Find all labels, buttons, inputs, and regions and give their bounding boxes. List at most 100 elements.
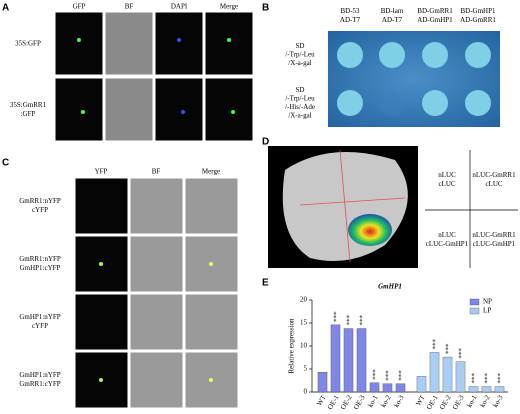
x-tick-label: ko-2	[379, 393, 393, 409]
legend-swatch	[469, 307, 480, 315]
micrograph	[74, 177, 129, 235]
label-line: cLUC	[485, 180, 502, 188]
bar	[382, 383, 393, 393]
significance: ***	[385, 370, 393, 381]
signal-spot	[209, 378, 213, 382]
yeast-colony	[337, 90, 363, 116]
x-tick-label: OE-2	[438, 393, 453, 411]
significance: ***	[458, 348, 466, 359]
label-line: cYFP	[32, 322, 48, 330]
x-tick-label: OE-3	[451, 393, 466, 411]
yeast-colony	[337, 42, 363, 68]
signal-spot	[177, 38, 181, 42]
bar	[416, 376, 427, 393]
yeast-colony	[465, 42, 491, 68]
significance: ***	[484, 372, 492, 383]
label-line: AD-GmHP1	[417, 16, 453, 24]
yeast-colony	[422, 90, 448, 116]
micrograph	[129, 293, 184, 351]
label-line: GmRR1:nYFP	[19, 197, 61, 205]
column-header: BF	[125, 3, 134, 11]
yeast-colony	[379, 42, 405, 68]
label-line: 35S:GmRR1	[10, 101, 47, 109]
significance: ***	[359, 315, 367, 326]
label-line: BD-GmRR1	[417, 7, 453, 15]
column-header: Merge	[202, 168, 220, 176]
label-line: AD-T7	[382, 16, 403, 24]
signal-spot	[99, 262, 103, 266]
signal-spot	[81, 110, 85, 114]
micrograph	[54, 77, 104, 142]
column-header: YFP	[95, 168, 108, 176]
signal-spot	[209, 262, 213, 266]
bar	[494, 386, 505, 393]
bar	[455, 361, 466, 393]
label-line: nLUC-GmRR1	[472, 231, 516, 239]
label-line: /-Trp/-Leu	[285, 51, 315, 59]
label-line: :GFP	[21, 110, 36, 118]
bar	[343, 328, 354, 393]
signal-spot	[181, 110, 185, 114]
micrograph	[74, 293, 129, 351]
label-line: /X-a-gal	[288, 59, 311, 67]
column-header: BF	[152, 168, 161, 176]
panel-label: C	[2, 158, 9, 169]
micrograph	[129, 177, 184, 235]
quad-line	[299, 197, 406, 206]
label-line: cLUC	[438, 180, 455, 188]
yeast-colony	[379, 90, 405, 116]
quad-line	[339, 149, 351, 263]
signal-spot	[231, 110, 235, 114]
x-tick-label: ko-2	[478, 393, 492, 409]
label-line: GmRR1:cYFP	[19, 380, 60, 388]
panel-label: E	[262, 278, 269, 289]
label-line: nLUC-GmRR1	[472, 171, 516, 179]
bar	[429, 352, 440, 393]
y-tick-label: 15	[300, 319, 308, 327]
bar	[481, 386, 492, 393]
x-tick-label: ko-1	[465, 393, 479, 409]
label-line: cLUC-GmHP1	[473, 240, 516, 248]
y-tick-label: 10	[300, 342, 308, 350]
label-line: GmHP1:nYFP	[19, 313, 60, 321]
label-line: AD-T7	[340, 16, 361, 24]
label-line: GmHP1:cYFP	[20, 264, 61, 272]
significance: ***	[445, 343, 453, 354]
y-tick-label: 20	[300, 296, 308, 304]
label-line: BD-GmHP1	[460, 7, 496, 15]
significance: ***	[432, 338, 440, 349]
bar	[356, 328, 367, 393]
column-header: DAPI	[171, 3, 188, 11]
label-line: /X-a-gal	[288, 111, 311, 119]
label-line: nLUC	[438, 171, 456, 179]
signal-spot	[99, 378, 103, 382]
label-line: /-Trp/-Leu	[285, 94, 315, 102]
legend-label: LP	[483, 307, 491, 315]
micrograph	[129, 235, 184, 293]
signal-spot	[227, 38, 231, 42]
label-line: cYFP	[32, 206, 48, 214]
panel-label: B	[262, 3, 269, 14]
label-line: GmHP1:nYFP	[19, 371, 60, 379]
x-tick-label: OE-2	[339, 393, 354, 411]
micrograph	[104, 11, 154, 76]
significance: ***	[372, 369, 380, 380]
x-tick-label: ko-3	[392, 393, 406, 409]
bar	[317, 372, 328, 393]
y-tick-label: 5	[304, 365, 308, 373]
label-line: GmRR1:nYFP	[19, 255, 61, 263]
label-line: SD	[296, 42, 305, 50]
micrograph	[54, 11, 104, 76]
signal-spot	[77, 38, 81, 42]
label-line: BD-lam	[381, 7, 404, 15]
micrograph	[154, 77, 204, 142]
micrograph	[204, 77, 254, 142]
column-header: Merge	[220, 3, 238, 11]
significance: ***	[398, 370, 406, 381]
label-line: SD	[296, 86, 305, 94]
significance: ***	[497, 372, 505, 383]
x-tick-label: OE-1	[425, 393, 440, 411]
label-line: nLUC	[438, 231, 456, 239]
x-tick-label: OE-1	[326, 393, 341, 411]
